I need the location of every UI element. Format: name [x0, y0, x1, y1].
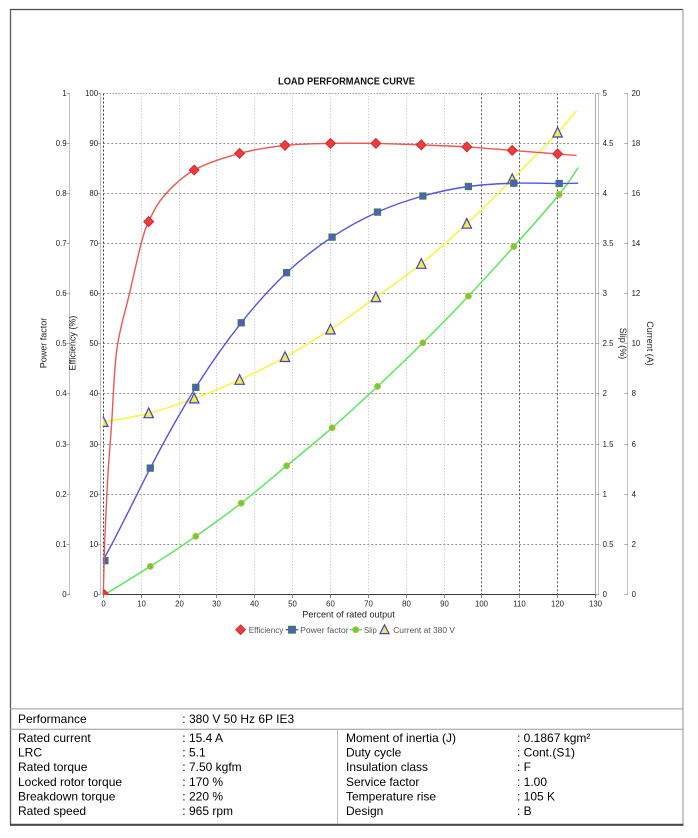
svg-text:3: 3 — [603, 289, 607, 298]
svg-text:Power factor: Power factor — [300, 625, 349, 635]
svg-text:Moment of inertia (J): Moment of inertia (J) — [346, 731, 456, 745]
svg-text:20: 20 — [89, 490, 98, 499]
svg-text:0: 0 — [94, 590, 99, 599]
svg-text:Slip: Slip — [364, 625, 377, 635]
svg-text:: 220 %: : 220 % — [182, 790, 223, 804]
svg-text:4.5: 4.5 — [603, 139, 615, 148]
svg-text:Current (A): Current (A) — [645, 321, 655, 366]
svg-text:40: 40 — [250, 600, 259, 609]
svg-text:70: 70 — [89, 239, 98, 248]
svg-text:60: 60 — [326, 600, 335, 609]
svg-text:12: 12 — [632, 289, 641, 298]
svg-text:0.5: 0.5 — [603, 540, 615, 549]
svg-text:Service factor: Service factor — [346, 775, 419, 789]
svg-text:: 170 %: : 170 % — [182, 775, 223, 789]
svg-text:10: 10 — [137, 600, 146, 609]
svg-text:90: 90 — [440, 600, 449, 609]
svg-text:100: 100 — [475, 600, 489, 609]
svg-text:80: 80 — [89, 189, 98, 198]
svg-text:: 5.1: : 5.1 — [182, 746, 206, 760]
svg-text:40: 40 — [89, 389, 98, 398]
svg-text:4: 4 — [632, 490, 637, 499]
svg-text:0: 0 — [632, 590, 637, 599]
svg-text:: 965 rpm: : 965 rpm — [182, 804, 233, 818]
svg-text:50: 50 — [89, 339, 98, 348]
svg-text:: 105 K: : 105 K — [517, 790, 555, 804]
svg-text:0: 0 — [62, 590, 67, 599]
svg-text:Slip (%): Slip (%) — [618, 328, 628, 360]
svg-text:120: 120 — [551, 600, 565, 609]
svg-text:130: 130 — [589, 600, 603, 609]
svg-text:Efficiency: Efficiency — [249, 625, 284, 635]
svg-text:16: 16 — [632, 189, 641, 198]
svg-text:Design: Design — [346, 804, 383, 818]
svg-text:Duty cycle: Duty cycle — [346, 746, 402, 760]
svg-text:70: 70 — [364, 600, 373, 609]
svg-text:0.5: 0.5 — [56, 339, 68, 348]
svg-text:2: 2 — [632, 540, 636, 549]
svg-text:: 15.4 A: : 15.4 A — [182, 731, 223, 745]
svg-text:4: 4 — [603, 189, 608, 198]
svg-text:: Cont.(S1): : Cont.(S1) — [517, 746, 575, 760]
svg-text:: 380 V 50 Hz 6P IE3: : 380 V 50 Hz 6P IE3 — [182, 712, 294, 726]
svg-text:: 1.00: : 1.00 — [517, 775, 547, 789]
svg-text:110: 110 — [513, 600, 526, 609]
svg-text:0: 0 — [101, 600, 106, 609]
svg-text:0.3: 0.3 — [56, 440, 67, 449]
svg-text:90: 90 — [89, 139, 98, 148]
svg-text:2: 2 — [603, 389, 607, 398]
svg-text:Percent of rated output: Percent of rated output — [302, 610, 395, 620]
svg-text:: B: : B — [517, 804, 532, 818]
svg-text:18: 18 — [632, 139, 641, 148]
svg-text:0.7: 0.7 — [56, 239, 67, 248]
svg-text:: 7.50 kgfm: : 7.50 kgfm — [182, 760, 241, 774]
svg-text:Temperature rise: Temperature rise — [346, 790, 436, 804]
svg-text:LOAD PERFORMANCE CURVE: LOAD PERFORMANCE CURVE — [278, 76, 415, 88]
svg-text:2.5: 2.5 — [603, 339, 615, 348]
svg-text:0.8: 0.8 — [56, 189, 67, 198]
svg-text:5: 5 — [603, 89, 608, 98]
svg-text:Breakdown torque: Breakdown torque — [18, 790, 116, 804]
svg-text:20: 20 — [632, 89, 641, 98]
svg-text:14: 14 — [632, 239, 641, 248]
svg-text:30: 30 — [89, 440, 98, 449]
svg-text:50: 50 — [288, 600, 297, 609]
svg-text:Performance: Performance — [18, 712, 87, 726]
svg-text:1.5: 1.5 — [603, 440, 615, 449]
svg-text:80: 80 — [402, 600, 411, 609]
svg-text:0.2: 0.2 — [56, 490, 67, 499]
svg-text:Current at 380 V: Current at 380 V — [393, 625, 455, 635]
svg-text:8: 8 — [632, 389, 636, 398]
svg-text:0.1: 0.1 — [56, 540, 67, 549]
svg-text:30: 30 — [212, 600, 221, 609]
svg-text:0: 0 — [603, 590, 608, 599]
svg-text:1: 1 — [603, 490, 607, 499]
svg-text:Power factor: Power factor — [39, 318, 49, 369]
svg-text:LRC: LRC — [18, 746, 42, 760]
svg-text:6: 6 — [632, 440, 636, 449]
svg-text:: 0.1867 kgm²: : 0.1867 kgm² — [517, 731, 590, 745]
svg-text:Locked rotor torque: Locked rotor torque — [18, 775, 122, 789]
svg-text:60: 60 — [89, 289, 98, 298]
svg-text:Rated torque: Rated torque — [18, 760, 88, 774]
svg-text:100: 100 — [85, 89, 99, 98]
svg-text:: F: : F — [517, 760, 531, 774]
svg-text:10: 10 — [632, 339, 641, 348]
svg-text:10: 10 — [89, 540, 98, 549]
svg-text:20: 20 — [175, 600, 184, 609]
svg-text:3.5: 3.5 — [603, 239, 615, 248]
svg-text:Rated speed: Rated speed — [18, 804, 86, 818]
svg-text:Insulation class: Insulation class — [346, 760, 428, 774]
svg-text:1: 1 — [62, 89, 66, 98]
svg-text:0.4: 0.4 — [56, 389, 68, 398]
svg-text:Efficiency (%): Efficiency (%) — [68, 316, 78, 371]
svg-text:0.6: 0.6 — [56, 289, 67, 298]
svg-text:0.9: 0.9 — [56, 139, 67, 148]
svg-text:Rated current: Rated current — [18, 731, 91, 745]
